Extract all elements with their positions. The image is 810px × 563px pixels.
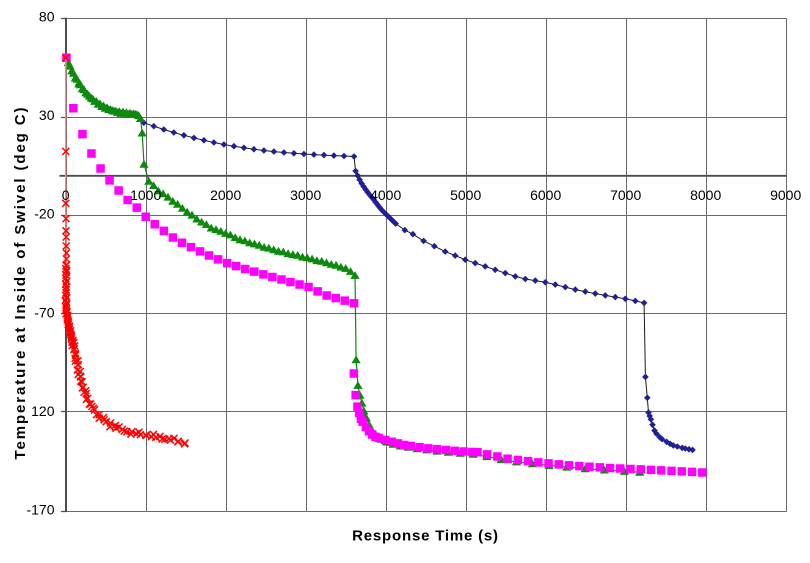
svg-text:7000: 7000 — [610, 187, 641, 203]
svg-text:30: 30 — [39, 107, 55, 123]
svg-text:-20: -20 — [34, 206, 54, 222]
svg-text:4000: 4000 — [370, 187, 401, 203]
svg-text:5000: 5000 — [450, 187, 481, 203]
svg-text:80: 80 — [39, 8, 55, 24]
svg-text:-70: -70 — [34, 304, 54, 320]
svg-text:Response Time (s): Response Time (s) — [352, 527, 499, 544]
svg-text:0: 0 — [62, 187, 70, 203]
svg-text:9000: 9000 — [770, 187, 801, 203]
svg-text:-170: -170 — [26, 502, 54, 518]
svg-text:Temperature at Inside of Swive: Temperature at Inside of Swivel (deg C) — [12, 106, 29, 460]
svg-text:6000: 6000 — [530, 187, 561, 203]
svg-text:3000: 3000 — [290, 187, 321, 203]
svg-text:120: 120 — [31, 403, 55, 419]
svg-text:8000: 8000 — [690, 187, 721, 203]
svg-text:2000: 2000 — [210, 187, 241, 203]
svg-text:1000: 1000 — [130, 187, 161, 203]
